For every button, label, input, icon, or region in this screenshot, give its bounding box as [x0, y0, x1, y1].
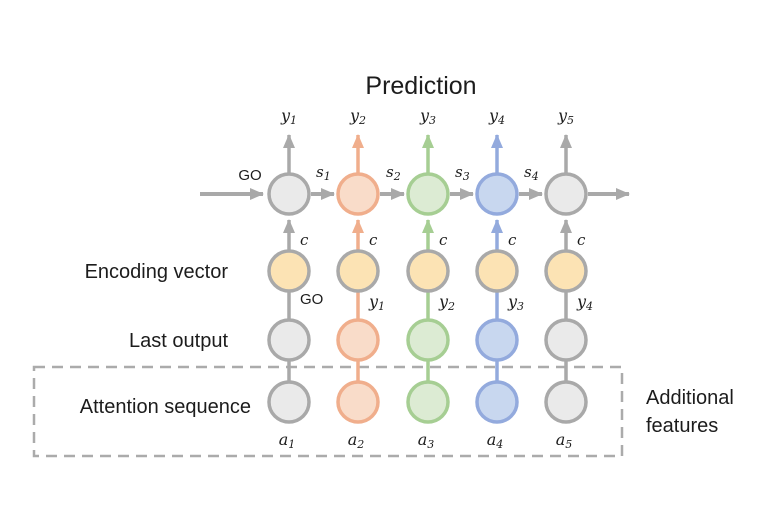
attention-label-a4: a4: [487, 430, 504, 451]
additional-features-box: [32, 365, 624, 458]
prediction-label-y2: y2: [349, 106, 366, 127]
column-3: y3 c y2 a3: [406, 106, 455, 451]
state-label-s1: s1: [316, 163, 331, 183]
last-output-node-5: [544, 318, 588, 362]
row-label-encoding-vector: Encoding vector: [85, 261, 229, 283]
prediction-label-y1: y1: [280, 106, 297, 127]
attention-node-4: [475, 380, 519, 424]
additional-features-label-line2: features: [646, 415, 718, 437]
attention-node-2: [336, 380, 380, 424]
column-4: y4 c y3 a4: [475, 106, 524, 451]
attention-label-a3: a3: [418, 430, 435, 451]
additional-features-label-line1: Additional: [646, 387, 734, 409]
last-output-node-1: [267, 318, 311, 362]
column-5: y5 c y4 a5: [544, 106, 593, 451]
last-output-node-3: [406, 318, 450, 362]
diagram-title: Prediction: [365, 72, 476, 100]
decoder-state-node-3: [406, 172, 450, 216]
decoder-state-node-1: [267, 172, 311, 216]
prediction-label-y4: y4: [488, 106, 505, 127]
state-label-s2: s2: [386, 163, 401, 183]
input-label-y3: y3: [507, 292, 524, 313]
prediction-label-y3: y3: [419, 106, 436, 127]
state-label-s3: s3: [455, 163, 470, 183]
last-output-node-4: [475, 318, 519, 362]
row-label-last-output: Last output: [129, 330, 228, 352]
input-label-y4: y4: [576, 292, 593, 313]
attention-node-5: [544, 380, 588, 424]
attention-label-a2: a2: [348, 430, 365, 451]
decoder-go-label: GO: [238, 167, 261, 184]
attention-label-a1: a1: [279, 430, 296, 451]
attention-label-a5: a5: [556, 430, 573, 451]
context-label-c4: c: [508, 231, 517, 249]
state-label-s4: s4: [524, 163, 539, 183]
context-label-c2: c: [369, 231, 378, 249]
column-1: y1 c GO a1: [267, 106, 323, 451]
encoding-vector-node-5: [544, 249, 588, 293]
encoding-vector-node-2: [336, 249, 380, 293]
decoder-state-node-2: [336, 172, 380, 216]
context-label-c1: c: [300, 231, 309, 249]
attention-node-1: [267, 380, 311, 424]
encoding-vector-node-1: [267, 249, 311, 293]
attention-node-3: [406, 380, 450, 424]
column-2: y2 c y1 a2: [336, 106, 385, 451]
input-label-go: GO: [300, 291, 323, 308]
context-label-c3: c: [439, 231, 448, 249]
decoder-state-node-5: [544, 172, 588, 216]
context-label-c5: c: [577, 231, 586, 249]
input-label-y2: y2: [438, 292, 455, 313]
decoder-state-node-4: [475, 172, 519, 216]
prediction-label-y5: y5: [557, 106, 574, 127]
input-label-y1: y1: [368, 292, 385, 313]
encoding-vector-node-4: [475, 249, 519, 293]
last-output-node-2: [336, 318, 380, 362]
row-label-attention-sequence: Attention sequence: [80, 396, 251, 418]
encoding-vector-node-3: [406, 249, 450, 293]
